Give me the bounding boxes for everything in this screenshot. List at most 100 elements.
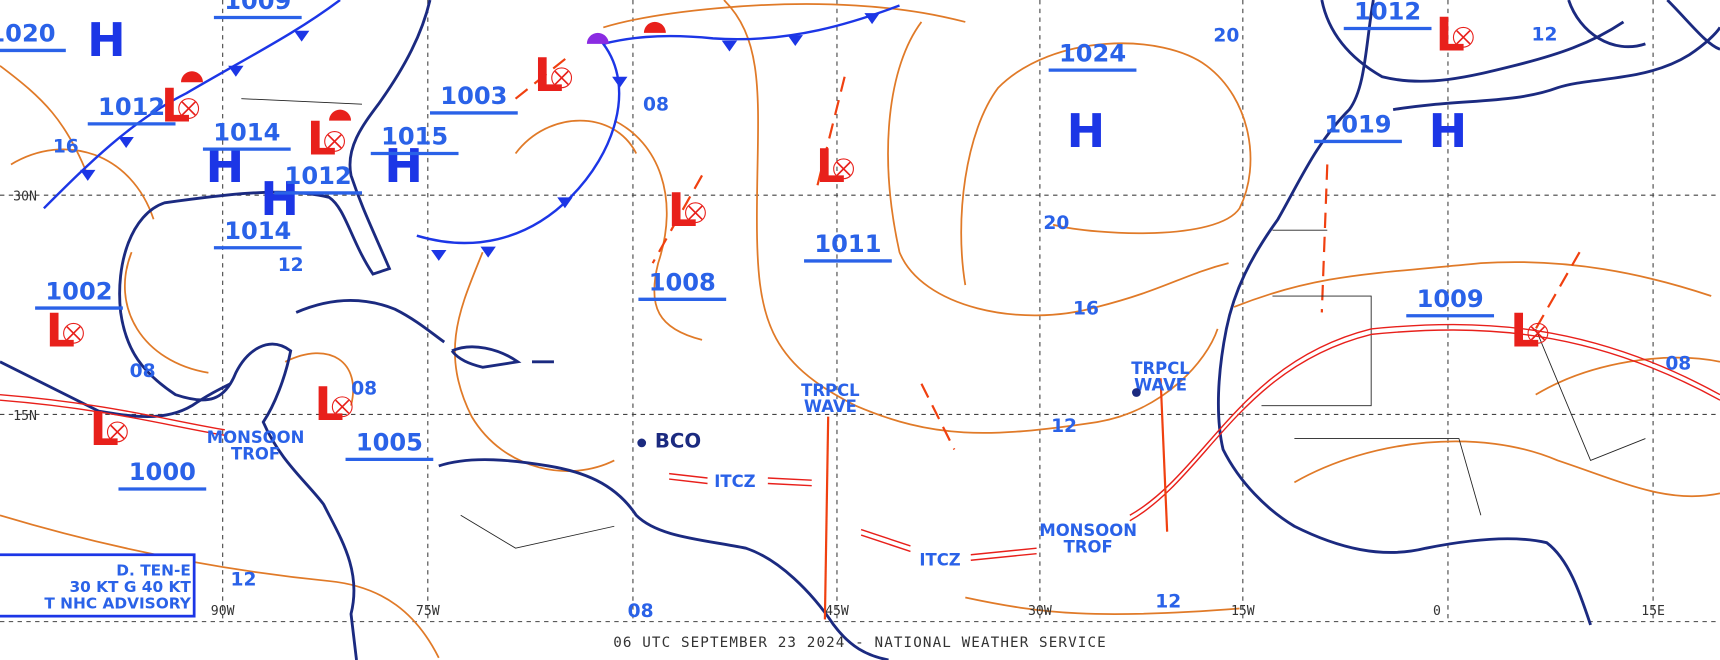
border [1294, 438, 1482, 516]
advisory-line: D. TEN-E [116, 562, 191, 580]
longitude-label: 30W [1028, 604, 1052, 619]
front-triangle [293, 30, 310, 42]
isobar [0, 65, 89, 176]
feature-label: TROF [1064, 538, 1113, 557]
advisory-box [0, 553, 196, 618]
coastline [1392, 26, 1720, 112]
low-x [66, 326, 81, 341]
pressure-label: 1009 [1417, 285, 1484, 313]
border [460, 514, 615, 549]
pressure-label: 1002 [45, 277, 112, 305]
isobar [613, 119, 703, 341]
feature-label: MONSOON [207, 428, 305, 447]
coastline [450, 345, 522, 369]
latitude-label: 15N [13, 409, 37, 424]
itcz-line [0, 399, 225, 436]
pressure-label: 1005 [356, 429, 423, 457]
pressure-symbol: H [1429, 104, 1468, 158]
pressure-label: 1008 [649, 269, 716, 297]
low-x [836, 161, 851, 176]
warm-front-bump [180, 71, 203, 83]
feature-label: TRPCL [801, 381, 860, 400]
pressure-label: 1024 [1059, 39, 1126, 67]
itcz-line [1129, 329, 1720, 522]
footer: 06 UTC SEPTEMBER 23 2024 - NATIONAL WEAT… [613, 635, 1107, 651]
border [1535, 328, 1646, 462]
coastline [1567, 0, 1646, 49]
longitude-label: 90W [211, 604, 235, 619]
longitude-label: 15W [1231, 604, 1255, 619]
low-x [110, 424, 125, 440]
advisory-line: T NHC ADVISORY [44, 594, 191, 612]
isobar-label: 12 [231, 569, 257, 590]
feature-label: TRPCL [1131, 359, 1190, 378]
isobar [603, 3, 966, 29]
feature-label: MONSOON [1039, 521, 1137, 540]
trough [651, 174, 703, 264]
pressure-label: 1014 [224, 217, 291, 245]
low-ring [331, 396, 353, 418]
pressure-symbol: H [206, 139, 245, 193]
pressure-label: 1019 [1324, 111, 1391, 139]
pressure-label: 1003 [440, 82, 507, 110]
isobar-label: 20 [1213, 26, 1239, 47]
isobar [10, 148, 155, 220]
front-triangle [80, 169, 96, 181]
isobar [887, 21, 1229, 317]
feature-label: TROF [231, 444, 280, 463]
longitude-label: 15E [1641, 604, 1665, 619]
low-x [554, 70, 569, 86]
pressure-label: 1000 [129, 458, 196, 486]
isobar [1535, 356, 1720, 396]
feature-label: ITCZ [919, 551, 960, 570]
coastline [0, 360, 231, 419]
coastline [1320, 0, 1625, 83]
trough [816, 76, 846, 187]
isobar-label: 12 [278, 255, 304, 276]
low-ring [685, 202, 706, 224]
pressure-symbol: H [87, 13, 126, 67]
isobar-label: 08 [628, 601, 654, 622]
front-triangle [480, 246, 496, 258]
low-x [327, 134, 342, 149]
front-triangle [721, 40, 738, 52]
coastline [295, 299, 446, 344]
coastline [118, 0, 432, 660]
longitude-label: 45W [825, 604, 849, 619]
itcz-line [669, 472, 708, 479]
front-triangle [431, 249, 447, 261]
low-x [1530, 326, 1546, 341]
pressure-label: 1011 [814, 230, 881, 258]
longitude-label: 75W [416, 604, 440, 619]
cold-front [43, 0, 341, 210]
low-ring [63, 322, 84, 344]
isobar-label: 12 [1532, 25, 1558, 46]
pressure-label: 1012 [285, 162, 352, 190]
trough [1534, 251, 1581, 330]
isobar-label: 08 [351, 379, 377, 400]
warm-front-bump [643, 21, 666, 33]
station-label: BCO [655, 429, 701, 452]
tropical-wave [1159, 378, 1169, 532]
itcz-line [860, 534, 911, 553]
trough [514, 53, 572, 100]
coastline [1216, 0, 1592, 626]
itcz-line [970, 547, 1037, 556]
isobar-label: 16 [1073, 299, 1099, 320]
station-dot [1132, 388, 1141, 397]
isobar-label: 08 [643, 95, 669, 116]
itcz-line [767, 482, 812, 487]
front-triangle [118, 137, 134, 149]
low-ring [1452, 26, 1474, 48]
pressure-symbol: H [384, 139, 423, 193]
isobar-label: 20 [1043, 213, 1069, 234]
station-dot [637, 438, 647, 448]
tropical-wave [823, 416, 830, 620]
front-triangle [864, 13, 880, 25]
pressure-symbol: H [260, 172, 299, 226]
isobar-label: 08 [130, 361, 156, 382]
isobar [1293, 440, 1720, 498]
itcz-line [1129, 323, 1720, 516]
